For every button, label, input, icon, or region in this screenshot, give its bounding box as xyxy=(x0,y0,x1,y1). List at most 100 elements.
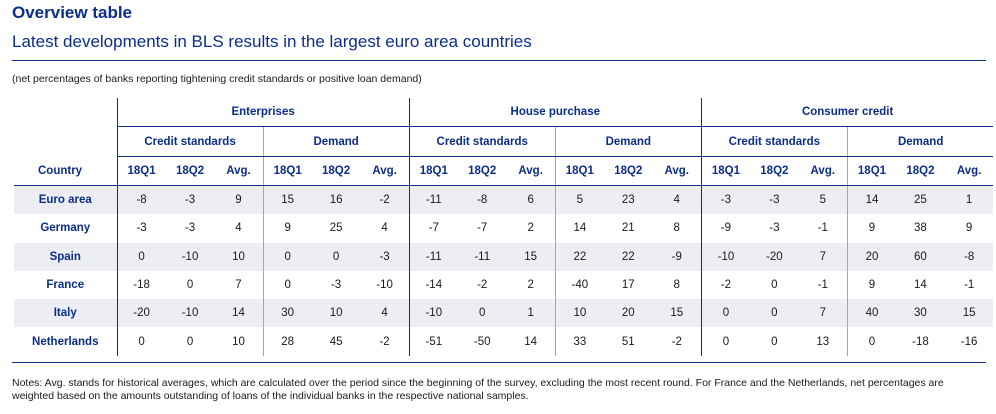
value-cell: 14 xyxy=(524,335,538,348)
value-cell: 15 xyxy=(944,299,994,328)
period-header: 18Q1 xyxy=(116,156,166,186)
subgroup-credit-standards: Credit standards xyxy=(408,126,556,157)
page-title: Overview table xyxy=(12,3,133,22)
subgroup-demand: Demand xyxy=(554,126,702,157)
table-row: Germany -3 -3 4 9 25 4 -7 -7 2 14 21 8 -9 -3 -1 9 38 9 xyxy=(14,214,993,243)
value-cell: -9 xyxy=(652,242,702,271)
group-header-enterprises: Enterprises xyxy=(116,98,410,127)
period-header: Avg. xyxy=(360,156,410,186)
value-cell: 5 xyxy=(798,185,848,215)
value-cell: -3 xyxy=(330,279,342,292)
value-cell: -18 xyxy=(116,270,166,300)
notes: Notes: Avg. stands for historical averag… xyxy=(12,377,944,402)
value-cell: -3 xyxy=(360,242,410,271)
period-header: 18Q1 xyxy=(700,156,751,186)
value-cell: -16 xyxy=(960,335,978,348)
country-cell: Germany xyxy=(40,222,91,235)
value-cell: 0 xyxy=(457,299,507,328)
subgroup-demand: Demand xyxy=(262,126,410,157)
value-cell: 7 xyxy=(235,279,242,292)
value-cell: -11 xyxy=(408,185,458,215)
page-subtitle: Latest developments in BLS results in th… xyxy=(12,32,532,51)
value-cell: 9 xyxy=(262,214,312,243)
value-cell: 23 xyxy=(603,185,653,215)
value-cell: 6 xyxy=(506,185,556,215)
period-header: 18Q1 xyxy=(554,156,604,186)
overview-table: Enterprises House purchase Consumer cred… xyxy=(14,98,994,356)
table-row: Netherlands 0 0 10 28 45 -2 -51 -50 14 33 51 -2 0 0 13 0… xyxy=(14,327,993,356)
value-cell: -3 xyxy=(116,214,166,243)
value-cell: -2 xyxy=(360,185,410,215)
value-cell: 15 xyxy=(262,185,312,215)
group-header-consumer-credit: Consumer credit xyxy=(700,98,994,127)
value-cell: -2 xyxy=(700,270,751,300)
value-cell: 0 xyxy=(116,327,166,356)
value-cell: -7 xyxy=(408,214,458,243)
value-cell: -3 xyxy=(165,185,215,215)
value-cell: 1 xyxy=(506,299,556,328)
value-cell: -1 xyxy=(817,222,828,235)
value-cell: 0 xyxy=(262,242,312,271)
value-cell: 9 xyxy=(214,185,264,215)
value-cell: -1 xyxy=(964,279,975,292)
value-cell: -10 xyxy=(376,279,393,292)
period-header: 18Q2 xyxy=(896,156,945,186)
value-cell: -2 xyxy=(671,335,682,348)
period-header: Avg. xyxy=(944,156,994,186)
value-cell: -10 xyxy=(165,242,215,271)
value-cell: 0 xyxy=(771,335,778,348)
value-cell: 4 xyxy=(235,222,242,235)
subgroup-demand: Demand xyxy=(846,126,994,157)
country-cell: Italy xyxy=(14,299,117,328)
value-cell: 1 xyxy=(944,185,994,215)
group-header-row: Enterprises House purchase Consumer cred… xyxy=(14,98,994,127)
period-header: 18Q1 xyxy=(262,156,312,186)
value-cell: 0 xyxy=(846,327,897,356)
country-cell: France xyxy=(46,279,85,292)
value-cell: 10 xyxy=(214,242,264,271)
period-header: Avg. xyxy=(652,156,702,186)
value-cell: -20 xyxy=(750,242,799,271)
value-cell: -51 xyxy=(408,327,458,356)
top-rule xyxy=(12,60,986,61)
period-header-row: Country 18Q1 18Q2 Avg. 18Q1 18Q2 Avg. 18Q1 18Q2 A… xyxy=(14,156,994,186)
value-cell: 9 xyxy=(846,270,897,300)
value-cell: 40 xyxy=(846,299,897,328)
value-cell: 10 xyxy=(554,299,604,328)
value-cell: 9 xyxy=(965,222,973,235)
period-header: Avg. xyxy=(214,156,264,186)
value-cell: -8 xyxy=(116,185,166,215)
value-cell: 25 xyxy=(329,222,343,235)
period-header: 18Q1 xyxy=(408,156,458,186)
value-cell: 22 xyxy=(603,242,653,271)
value-cell: 4 xyxy=(381,222,388,235)
period-header: 18Q2 xyxy=(603,156,653,186)
period-header: Avg. xyxy=(506,156,556,186)
table-row: Euro area -8 -3 9 15 16 -2 -11 -8 6 5 23 4 -3 -3 5 14 25 1 xyxy=(14,185,994,215)
value-cell: 17 xyxy=(621,279,635,292)
value-cell: 33 xyxy=(554,327,604,356)
value-cell: -11 xyxy=(457,242,507,271)
value-cell: -50 xyxy=(473,335,491,348)
value-cell: 16 xyxy=(311,185,361,215)
value-cell: 51 xyxy=(621,335,635,348)
value-cell: 4 xyxy=(360,299,410,328)
country-cell: Spain xyxy=(14,242,117,271)
value-cell: -14 xyxy=(408,270,458,300)
value-cell: -2 xyxy=(379,335,390,348)
value-cell: 25 xyxy=(896,185,945,215)
table-body: Euro area -8 -3 9 15 16 -2 -11 -8 6 5 23 4 -3 -3 5 14 25 1… xyxy=(14,185,994,356)
value-cell: 5 xyxy=(554,185,604,215)
value-cell: -2 xyxy=(477,279,488,292)
period-header: 18Q2 xyxy=(750,156,799,186)
value-cell: 14 xyxy=(214,299,264,328)
value-cell: 45 xyxy=(329,335,343,348)
blank-header-cell xyxy=(14,98,117,127)
value-cell: 2 xyxy=(527,279,534,292)
value-cell: -11 xyxy=(408,242,458,271)
blank-header-cell xyxy=(14,127,117,157)
value-cell: 38 xyxy=(914,222,927,235)
subgroup-header-row: Credit standards Demand Credit standards… xyxy=(14,126,994,157)
value-cell: 9 xyxy=(846,214,897,243)
value-cell: -20 xyxy=(116,299,166,328)
